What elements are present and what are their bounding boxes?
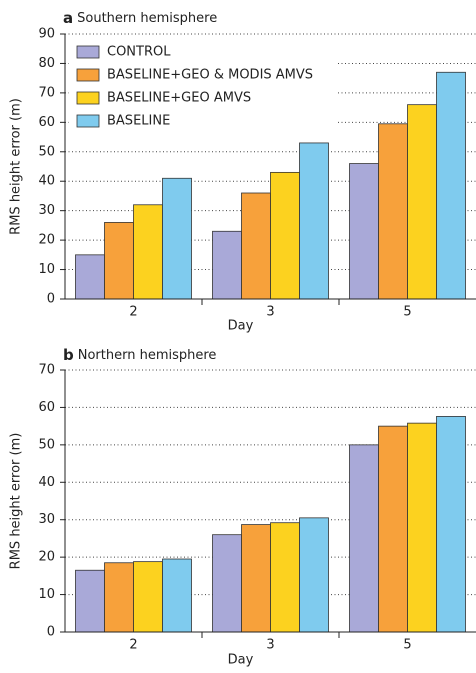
legend-label: BASELINE+GEO & MODIS AMVS [107,68,313,83]
bar [436,416,466,633]
bar [241,192,271,300]
bar [436,71,466,300]
bar [349,163,379,300]
bar [299,517,329,633]
bar [349,444,379,633]
y-tick-label: 0 [47,292,55,307]
bar [299,142,329,300]
bar [407,104,437,300]
x-tick-label: 2 [129,638,137,653]
legend-swatch [76,91,100,105]
y-tick-label: 0 [47,625,55,640]
legend-label: BASELINE+GEO AMVS [107,91,251,106]
y-tick-label: 40 [38,475,55,490]
bar [378,123,408,300]
y-tick-label: 30 [38,203,55,218]
y-tick-label: 70 [38,363,55,378]
y-tick-label: 20 [38,550,55,565]
panel-label: b [63,346,74,364]
x-tick-label: 3 [266,305,274,320]
y-tick-label: 40 [38,174,55,189]
legend-swatch [76,114,100,128]
legend-label: BASELINE [107,114,170,129]
bar [133,204,163,300]
bar [241,524,271,633]
bar [104,222,134,300]
bar [270,522,300,633]
bar [75,569,105,633]
x-tick-label: 5 [403,638,411,653]
legend-bg [69,40,337,138]
x-axis-label: Day [228,319,254,334]
y-tick-label: 50 [38,144,55,159]
bar [162,177,192,300]
y-axis-label: RMS height error (m) [9,433,24,570]
legend-label: CONTROL [107,45,171,60]
y-tick-label: 90 [38,27,55,42]
bar [212,230,242,300]
bar [378,425,408,633]
y-tick-label: 10 [38,587,55,602]
bar [407,422,437,633]
legend-swatch [76,45,100,59]
chart-title: a Southern hemisphere [63,9,217,27]
x-tick-label: 2 [129,305,137,320]
panel-label: a [63,9,73,27]
bar [133,561,163,633]
title-text: Northern hemisphere [78,348,217,363]
legend-swatch [76,68,100,82]
y-tick-label: 50 [38,437,55,452]
bar [270,171,300,300]
y-tick-label: 10 [38,262,55,277]
y-tick-label: 60 [38,400,55,415]
x-tick-label: 3 [266,638,274,653]
y-tick-label: 80 [38,56,55,71]
bar [212,534,242,633]
title-text: Southern hemisphere [77,11,217,26]
x-tick-label: 5 [403,305,411,320]
bar [162,558,192,633]
bar [75,254,105,300]
y-tick-label: 70 [38,85,55,100]
y-tick-label: 60 [38,115,55,130]
x-axis-label: Day [228,653,254,668]
chart-title: b Northern hemisphere [63,346,216,364]
y-tick-label: 20 [38,233,55,248]
y-axis-label: RMS height error (m) [9,98,24,235]
bar [104,562,134,633]
y-tick-label: 30 [38,512,55,527]
